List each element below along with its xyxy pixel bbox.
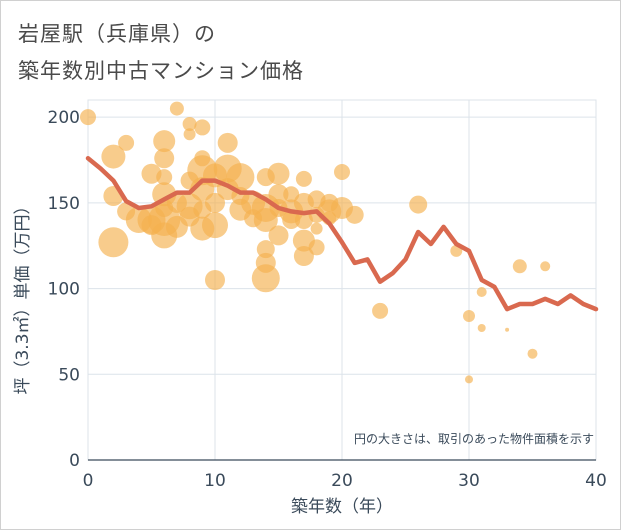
x-axis-label: 築年数（年） xyxy=(291,497,393,517)
x-tick-label: 0 xyxy=(83,471,94,491)
chart-title-line-1: 岩屋駅（兵庫県）の xyxy=(18,22,216,46)
bubble-point xyxy=(256,240,275,259)
bubble-point xyxy=(202,212,228,239)
bubble-point xyxy=(527,348,538,359)
bubble-point xyxy=(226,163,255,192)
bubble-point xyxy=(295,170,312,187)
bubble-point xyxy=(505,327,510,332)
bubble-point xyxy=(345,205,364,224)
bubble-point xyxy=(477,324,486,332)
bubble-point xyxy=(80,109,96,126)
bubble-point xyxy=(154,148,175,169)
y-axis-label: 坪（3.3㎡）単価（万円） xyxy=(13,197,33,394)
y-tick-label: 50 xyxy=(58,365,80,385)
bubble-point xyxy=(153,130,176,153)
trend-line xyxy=(85,156,599,312)
bubble-point xyxy=(183,128,196,141)
trend-line-layer xyxy=(85,156,599,312)
bubble-point xyxy=(169,101,184,116)
y-tick-label: 150 xyxy=(48,194,80,214)
bubble-point xyxy=(463,310,475,322)
x-tick-label: 10 xyxy=(204,471,226,491)
bubble-point xyxy=(409,195,428,214)
bubble-layer xyxy=(80,101,551,384)
bubble-point xyxy=(194,119,211,136)
bubble-point xyxy=(205,270,225,290)
x-tick-label: 40 xyxy=(585,471,607,491)
bubble-point xyxy=(294,211,313,229)
x-tick-label: 30 xyxy=(458,471,480,491)
bubble-point xyxy=(282,211,301,229)
bubble-point xyxy=(217,132,238,153)
bubble-point xyxy=(465,375,473,384)
bubble-point xyxy=(476,287,487,297)
bubble-point xyxy=(372,302,389,319)
bubble-point xyxy=(268,184,289,205)
bubble-point xyxy=(205,192,225,213)
bubble-point xyxy=(334,164,350,180)
axes: 0 50 100 150 200 0 10 20 30 40 xyxy=(48,108,607,491)
y-tick-label: 0 xyxy=(69,451,80,471)
y-tick-label: 200 xyxy=(48,108,80,128)
bubble-point xyxy=(293,246,314,266)
y-tick-label: 100 xyxy=(48,280,80,300)
bubble-point xyxy=(98,227,129,258)
bubble-point xyxy=(540,261,551,272)
bubble-point xyxy=(308,239,325,256)
bubble-point xyxy=(267,162,290,185)
bubble-point xyxy=(182,117,197,131)
chart-title-line-2: 築年数別中古マンション価格 xyxy=(18,59,304,83)
bubble-size-note: 円の大きさは、取引のあった物件面積を示す xyxy=(354,431,594,446)
bubble-point xyxy=(310,222,323,235)
bubble-point xyxy=(251,264,280,293)
bubble-point xyxy=(268,225,289,246)
x-tick-label: 20 xyxy=(331,471,353,491)
bubble-point xyxy=(512,259,527,274)
bubble-point xyxy=(101,144,126,169)
bubble-point xyxy=(156,169,173,186)
bubble-point xyxy=(118,134,135,151)
